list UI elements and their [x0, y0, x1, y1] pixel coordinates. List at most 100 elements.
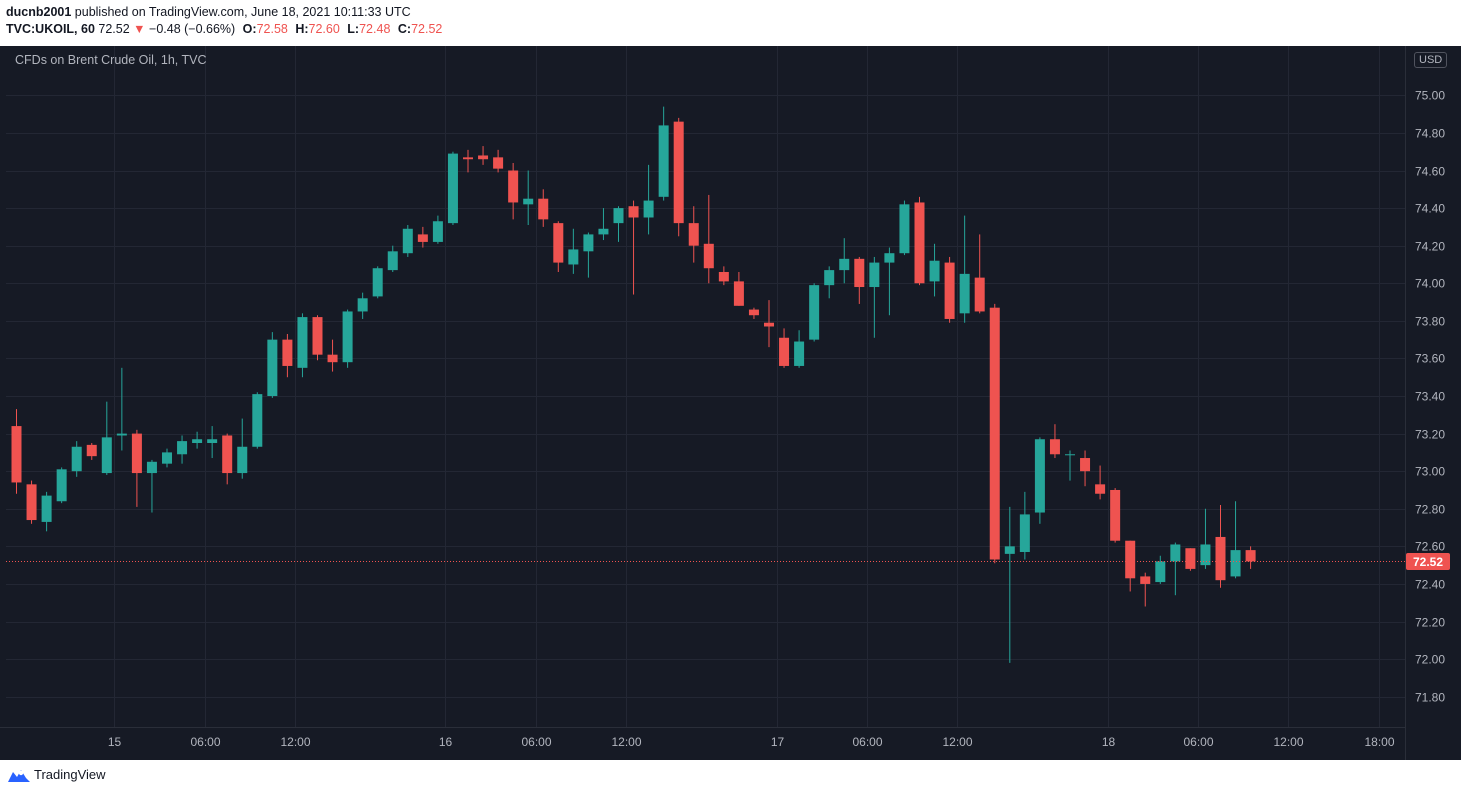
candle-body [447, 153, 458, 224]
price-tick-label: 73.20 [1415, 428, 1445, 442]
time-tick-label: 06:00 [1183, 735, 1213, 749]
time-tick-label: 12:00 [280, 735, 310, 749]
candle-body [1034, 439, 1045, 513]
candle-body [809, 285, 820, 340]
candle-body [688, 223, 699, 246]
price-tick-label: 72.20 [1415, 616, 1445, 630]
candle-body [1215, 536, 1226, 581]
symbol-info: TVC:UKOIL, 60 72.52 ▼ −0.48 (−0.66%) O:7… [6, 22, 442, 36]
candle-body [974, 277, 985, 312]
candle-body [553, 223, 564, 263]
time-tick-label: 06:00 [190, 735, 220, 749]
candle-body [914, 202, 925, 284]
candle-body [703, 243, 714, 269]
candle-body [794, 341, 805, 366]
price-change: −0.48 (−0.66%) [149, 22, 236, 36]
time-tick-label: 17 [771, 735, 785, 749]
candle-body [11, 426, 22, 483]
candle-body [357, 298, 368, 312]
candle-body [989, 307, 1000, 560]
time-tick-label: 12:00 [1273, 735, 1303, 749]
candle-body [267, 339, 278, 397]
candle-body [748, 309, 759, 316]
candlestick-chart[interactable]: 71.80 72.00 72.20 72.40 72.60 72.80 73.00 73.20… [0, 46, 1461, 760]
candle-body [252, 394, 263, 447]
candle-body [56, 469, 67, 502]
candle-body [628, 206, 639, 218]
candle-body [177, 441, 188, 455]
candle-body [824, 270, 835, 286]
last-price-badge [1406, 553, 1450, 570]
candle-body [568, 249, 579, 265]
candle-body [26, 484, 37, 521]
price-tick-label: 72.60 [1415, 540, 1445, 554]
candle-body [41, 495, 52, 522]
candle-body [192, 439, 203, 443]
candle-body [162, 452, 172, 464]
price-tick-label: 72.00 [1415, 653, 1445, 667]
time-tick-label: 18:00 [1364, 735, 1394, 749]
candle-body [101, 437, 112, 474]
author-name[interactable]: ducnb2001 [6, 5, 72, 19]
chart-panel[interactable]: 71.80 72.00 72.20 72.40 72.60 72.80 73.00 73.20… [0, 46, 1461, 760]
candle-body [222, 435, 233, 474]
high-label: H: [295, 22, 309, 36]
low-label: L: [347, 22, 360, 36]
tradingview-brand[interactable]: TradingView [34, 767, 106, 782]
price-tick-label: 74.80 [1415, 127, 1445, 141]
candle-body [207, 439, 218, 443]
footer: TradingView [0, 760, 1461, 793]
candle-body [1245, 550, 1256, 562]
chart-title: CFDs on Brent Crude Oil, 1h, TVC [15, 53, 207, 67]
candle-body [146, 461, 157, 474]
time-tick-label: 18 [1102, 735, 1116, 749]
candle-body [733, 281, 744, 306]
close-label: C: [397, 22, 412, 36]
candle-body [613, 208, 624, 224]
price-tick-label: 73.40 [1415, 390, 1445, 404]
candle-body [463, 157, 473, 160]
candle-body [1155, 561, 1166, 583]
price-tick-label: 74.60 [1415, 165, 1445, 179]
price-tick-label: 74.00 [1415, 277, 1445, 291]
candle-body [493, 157, 504, 169]
candle-body [944, 262, 955, 319]
candle-body [598, 228, 609, 235]
candle-body [1140, 576, 1151, 584]
last-price-label: 72.52 [1413, 555, 1443, 569]
candle-body [643, 200, 654, 218]
candle-body [282, 339, 293, 366]
candle-body [387, 251, 398, 271]
candle-body [86, 444, 97, 457]
candle-body [1170, 544, 1181, 562]
candle-body [297, 317, 308, 368]
price-tick-label: 74.20 [1415, 240, 1445, 254]
time-tick-label: 12:00 [611, 735, 641, 749]
candle-body [658, 125, 669, 197]
candle-body [116, 433, 127, 436]
symbol-label[interactable]: TVC:UKOIL, 60 [6, 22, 95, 36]
candle-body [1095, 484, 1106, 494]
candle-body [1185, 548, 1196, 569]
price-tick-label: 73.80 [1415, 315, 1445, 329]
last-price: 72.52 [98, 22, 130, 36]
candle-body [1019, 514, 1030, 552]
close-value: 72.52 [411, 22, 443, 36]
candle-body [1049, 439, 1060, 455]
time-tick-label: 06:00 [852, 735, 882, 749]
open-value: 72.58 [256, 22, 288, 36]
price-tick-label: 73.60 [1415, 352, 1445, 366]
time-tick-label: 16 [439, 735, 453, 749]
price-tick-label: 73.00 [1415, 465, 1445, 479]
candle-body [1200, 544, 1211, 566]
price-tick-label: 74.40 [1415, 202, 1445, 216]
candle-body [71, 446, 82, 472]
candle-body [478, 155, 489, 160]
time-tick-label: 06:00 [521, 735, 551, 749]
tradingview-logo-icon[interactable] [7, 768, 31, 784]
time-tick-label: 15 [108, 735, 122, 749]
candle-body [237, 446, 248, 474]
down-arrow-icon: ▼ [133, 22, 146, 36]
currency-badge[interactable]: USD [1414, 52, 1448, 68]
candle-body [327, 354, 338, 363]
